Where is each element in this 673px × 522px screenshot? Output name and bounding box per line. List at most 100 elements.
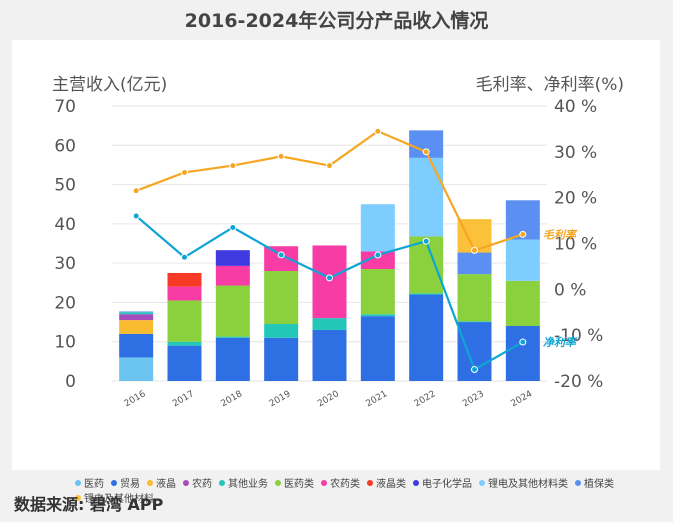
line-series-label-2: 净利率 (543, 336, 578, 349)
data-source: 数据来源: 碧湾 APP (14, 495, 164, 514)
bar-segment-5-2019 (264, 324, 299, 338)
bar-segment-6-2017 (167, 300, 202, 342)
legend-item: 其他业务 (219, 477, 268, 492)
right-tick-label: -10 % (554, 326, 603, 346)
bar-segment-5-2023 (457, 321, 492, 323)
legend-swatch (479, 480, 485, 486)
line-point-2-2019 (277, 251, 285, 259)
bar-segment-7-2020 (312, 245, 347, 319)
left-tick-label: 60 (54, 136, 76, 156)
chart-card: 0 10 20 30 40 50 60 70 -20 % -10 % 0 % 10 % 20 % 30 %… (12, 40, 660, 505)
line-point-2-2020 (326, 274, 333, 282)
x-tick-label: 2022 (413, 389, 438, 409)
legend-swatch (321, 480, 327, 486)
bar-segment-2-2019 (264, 337, 299, 381)
legend-swatch (275, 480, 281, 486)
x-tick-label: 2021 (364, 389, 389, 409)
x-tick-label: 2020 (316, 389, 341, 409)
legend-item: 液晶类 (367, 477, 406, 492)
right-tick-label: 10 % (554, 235, 597, 255)
legend-label: 液晶类 (376, 479, 406, 490)
legend-label: 贸易 (120, 479, 140, 490)
legend-swatch (75, 480, 81, 486)
legend-swatch (575, 480, 581, 486)
legend-swatch (367, 480, 373, 486)
x-tick-label: 2023 (461, 389, 486, 409)
line-point-1-2019 (277, 152, 285, 160)
left-axis-title: 主营收入(亿元) (52, 75, 167, 95)
legend-label: 植保类 (584, 479, 614, 490)
left-tick-label: 30 (54, 254, 76, 274)
legend-item: 电子化学品 (413, 477, 472, 492)
legend-swatch (75, 495, 81, 501)
bar-segment-5-2018 (215, 336, 250, 338)
line-point-2-2024 (519, 338, 527, 346)
chart-legend: 医药 贸易 液晶 农药 其他业务 医药类 农药类 液晶类 电子化学品 锂电及其他材料类 植保类锂电及… (75, 477, 655, 507)
legend-item: 植保类 (575, 477, 614, 492)
legend-swatch (111, 480, 117, 486)
bar-segment-6-2019 (264, 271, 299, 325)
legend-item: 锂电及其他材料类 (479, 477, 568, 492)
bar-segment-6-2022 (409, 236, 444, 294)
right-tick-label: 40 % (554, 97, 597, 117)
bar-segment-4-2016 (119, 314, 154, 321)
bar-segment-2-2020 (312, 329, 347, 381)
legend-item: 农药类 (321, 477, 360, 492)
line-point-1-2023 (471, 246, 478, 254)
bar-segment-7-2017 (167, 286, 202, 301)
bar-segment-9-2018 (215, 250, 250, 266)
left-tick-label: 0 (65, 372, 76, 392)
line-point-1-2021 (374, 127, 382, 135)
line-point-2-2022 (422, 237, 430, 245)
bar-segment-2-2021 (360, 316, 395, 381)
legend-item: 医药 (75, 477, 104, 492)
bar-segment-1-2016 (119, 357, 154, 381)
bar-segment-2-2018 (215, 337, 250, 381)
legend-label: 锂电及其他材料 (84, 494, 154, 505)
bar-segment-5-2016 (119, 312, 154, 315)
x-tick-label: 2019 (268, 389, 293, 409)
line-point-2-2021 (374, 251, 382, 259)
bar-segment-6-2021 (360, 269, 395, 315)
bar-segment-5-2021 (360, 314, 395, 317)
x-tick-label: 2018 (219, 389, 244, 409)
legend-label: 锂电及其他材料类 (488, 479, 568, 490)
line-point-1-2018 (229, 162, 237, 170)
x-tick-label: 2016 (123, 389, 148, 409)
line-point-1-2017 (181, 168, 188, 176)
right-tick-label: 30 % (554, 143, 597, 163)
bar-segment-7-2019 (264, 246, 299, 271)
legend-item: 锂电及其他材料 (75, 492, 154, 507)
left-tick-label: 70 (54, 97, 76, 117)
right-axis-title: 毛利率、净利率(%) (476, 75, 624, 95)
legend-swatch (413, 480, 419, 486)
chart-svg: 0 10 20 30 40 50 60 70 -20 % -10 % 0 % 10 % 20 % 30 %… (52, 75, 624, 409)
bar-segment-8-2017 (167, 272, 202, 287)
bar-segment-10-2021 (360, 204, 395, 252)
right-tick-label: 20 % (554, 189, 597, 209)
left-tick-label: 50 (54, 176, 76, 196)
bar-segment-7-2018 (215, 265, 250, 286)
bar-segment-2-2022 (409, 294, 444, 381)
bar-segment-6-2023 (457, 274, 492, 322)
line-point-1-2016 (132, 187, 140, 195)
legend-label: 医药类 (284, 479, 314, 490)
line-series-1 (135, 129, 524, 252)
line-point-1-2024 (519, 230, 527, 238)
bar-segment-10-2024 (505, 239, 540, 281)
bar-segment-5-2017 (167, 341, 202, 346)
chart-title: 2016-2024年公司分产品收入情况 (184, 10, 489, 32)
x-tick-label: 2024 (509, 389, 534, 409)
right-tick-label: 0 % (554, 280, 586, 300)
left-tick-label: 40 (54, 215, 76, 235)
line-point-2-2016 (132, 212, 140, 220)
line-point-2-2023 (471, 366, 478, 374)
line-point-1-2022 (422, 148, 430, 156)
legend-label: 农药类 (330, 479, 360, 490)
line-point-1-2020 (326, 162, 333, 170)
bar-segment-5-2020 (312, 318, 347, 330)
line-point-2-2017 (181, 253, 188, 261)
bar-segment-2-2017 (167, 345, 202, 381)
legend-label: 电子化学品 (422, 479, 472, 490)
legend-label: 液晶 (156, 479, 176, 490)
